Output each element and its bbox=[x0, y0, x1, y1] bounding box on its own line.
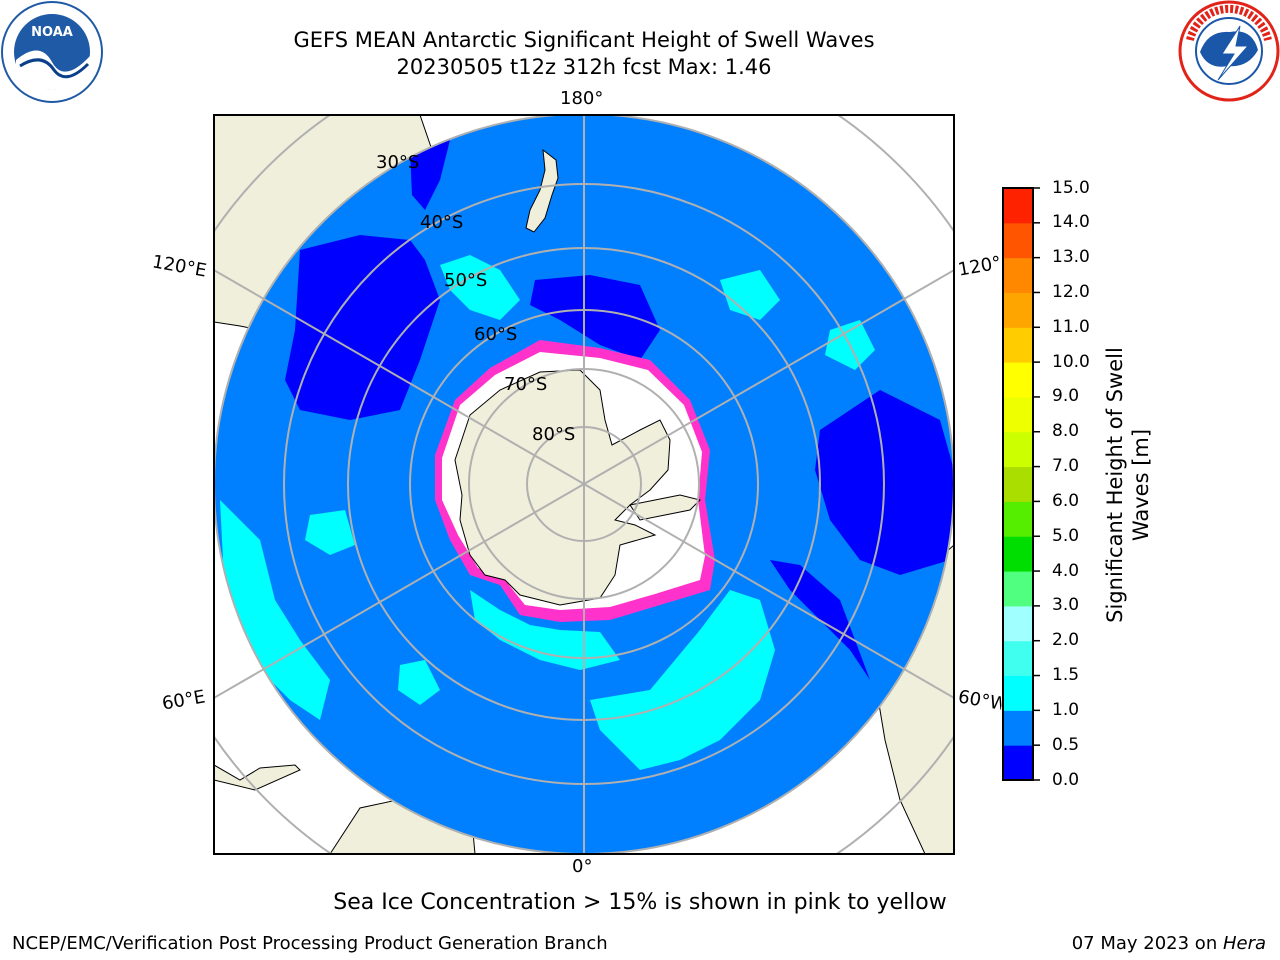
colorbar-segment bbox=[1003, 292, 1033, 328]
colorbar bbox=[1002, 187, 1040, 781]
colorbar-segment bbox=[1003, 501, 1033, 537]
map-frame bbox=[213, 114, 955, 855]
colorbar-frame bbox=[1002, 187, 1034, 781]
graticule bbox=[214, 115, 954, 854]
parallel-label-60s: 60°S bbox=[474, 324, 518, 345]
colorbar-segment bbox=[1003, 571, 1033, 607]
colorbar-segment bbox=[1003, 396, 1033, 433]
nws-logo-icon bbox=[1178, 0, 1280, 102]
colorbar-tick-label: 7.0 bbox=[1052, 456, 1080, 477]
colorbar-tick-label: 8.0 bbox=[1052, 421, 1080, 442]
colorbar-tick-label: 11.0 bbox=[1052, 316, 1090, 337]
colorbar-label: Significant Height of Swell Waves [m] bbox=[1102, 325, 1154, 645]
colorbar-tick-label: 6.0 bbox=[1052, 490, 1080, 511]
new-zealand-land bbox=[525, 148, 559, 233]
colorbar-segment bbox=[1003, 431, 1033, 468]
colorbar-label-line1: Significant Height of Swell bbox=[1103, 347, 1127, 623]
sea-ice-note: Sea Ice Concentration > 15% is shown in … bbox=[333, 890, 947, 915]
colorbar-segment bbox=[1003, 362, 1033, 398]
colorbar-tick-label: 0.5 bbox=[1052, 734, 1080, 755]
chart-title: GEFS MEAN Antarctic Significant Height o… bbox=[293, 28, 875, 52]
colorbar-segment bbox=[1003, 257, 1033, 293]
mid-swell-patch-east bbox=[720, 270, 780, 320]
colorbar-segment bbox=[1003, 188, 1033, 224]
colorbar-tick-label: 1.5 bbox=[1052, 665, 1080, 686]
colorbar-tick-label: 3.0 bbox=[1052, 595, 1080, 616]
mid-swell-zone-south-indian bbox=[220, 500, 330, 720]
colorbar-tick-label: 13.0 bbox=[1052, 247, 1090, 268]
colorbar-tick-label: 10.0 bbox=[1052, 351, 1090, 372]
colorbar-segment bbox=[1003, 745, 1033, 781]
mid-swell-patch-west bbox=[305, 510, 355, 555]
colorbar-segment bbox=[1003, 466, 1033, 502]
meridian-label-0: 0° bbox=[572, 856, 593, 877]
colorbar-segment bbox=[1003, 675, 1033, 711]
footer-date: 07 May 2023 on Hera bbox=[1072, 933, 1266, 954]
colorbar-tick-label: 0.0 bbox=[1052, 769, 1080, 790]
colorbar-tick-label: 9.0 bbox=[1052, 386, 1080, 407]
colorbar-segment bbox=[1003, 536, 1033, 572]
colorbar-label-line2: Waves [m] bbox=[1129, 428, 1153, 542]
parallel-label-40s: 40°S bbox=[420, 212, 464, 233]
parallel-label-30s: 30°S bbox=[376, 152, 420, 173]
parallel-label-80s: 80°S bbox=[532, 424, 576, 445]
colorbar-segment bbox=[1003, 710, 1033, 746]
colorbar-tick-label: 4.0 bbox=[1052, 560, 1080, 581]
colorbar-tick-label: 12.0 bbox=[1052, 281, 1090, 302]
low-swell-zone-indian bbox=[285, 235, 440, 420]
noaa-logo-icon: NOAA bbox=[1, 1, 103, 103]
low-swell-zone-pacific bbox=[530, 275, 660, 360]
colorbar-tick-label: 1.0 bbox=[1052, 699, 1080, 720]
mid-swell-zone-near-ice bbox=[470, 590, 620, 670]
antarctica-land bbox=[454, 369, 671, 606]
chart-subtitle: 20230505 t12z 312h fcst Max: 1.46 bbox=[396, 55, 772, 79]
footer-branch: NCEP/EMC/Verification Post Processing Pr… bbox=[12, 933, 608, 954]
colorbar-segment bbox=[1003, 605, 1033, 642]
colorbar-tick-label: 15.0 bbox=[1052, 177, 1090, 198]
colorbar-segment bbox=[1003, 222, 1033, 259]
footer-machine: Hera bbox=[1222, 933, 1266, 954]
colorbar-tick-label: 2.0 bbox=[1052, 630, 1080, 651]
footer-date-text: 07 May 2023 on bbox=[1071, 933, 1223, 954]
colorbar-segment bbox=[1003, 640, 1033, 677]
parallel-label-70s: 70°S bbox=[504, 374, 548, 395]
low-swell-zone-tasman bbox=[410, 140, 450, 210]
parallel-label-50s: 50°S bbox=[444, 270, 488, 291]
colorbar-segment bbox=[1003, 327, 1033, 363]
noaa-logo-text: NOAA bbox=[31, 25, 73, 40]
colorbar-tick-label: 14.0 bbox=[1052, 212, 1090, 233]
mid-swell-zone-atlantic bbox=[590, 590, 775, 770]
mid-swell-patch-southwest bbox=[398, 660, 440, 705]
meridian-label-180: 180° bbox=[560, 88, 604, 109]
mid-swell-zone-pacific-north bbox=[440, 255, 520, 320]
colorbar-tick-label: 5.0 bbox=[1052, 525, 1080, 546]
